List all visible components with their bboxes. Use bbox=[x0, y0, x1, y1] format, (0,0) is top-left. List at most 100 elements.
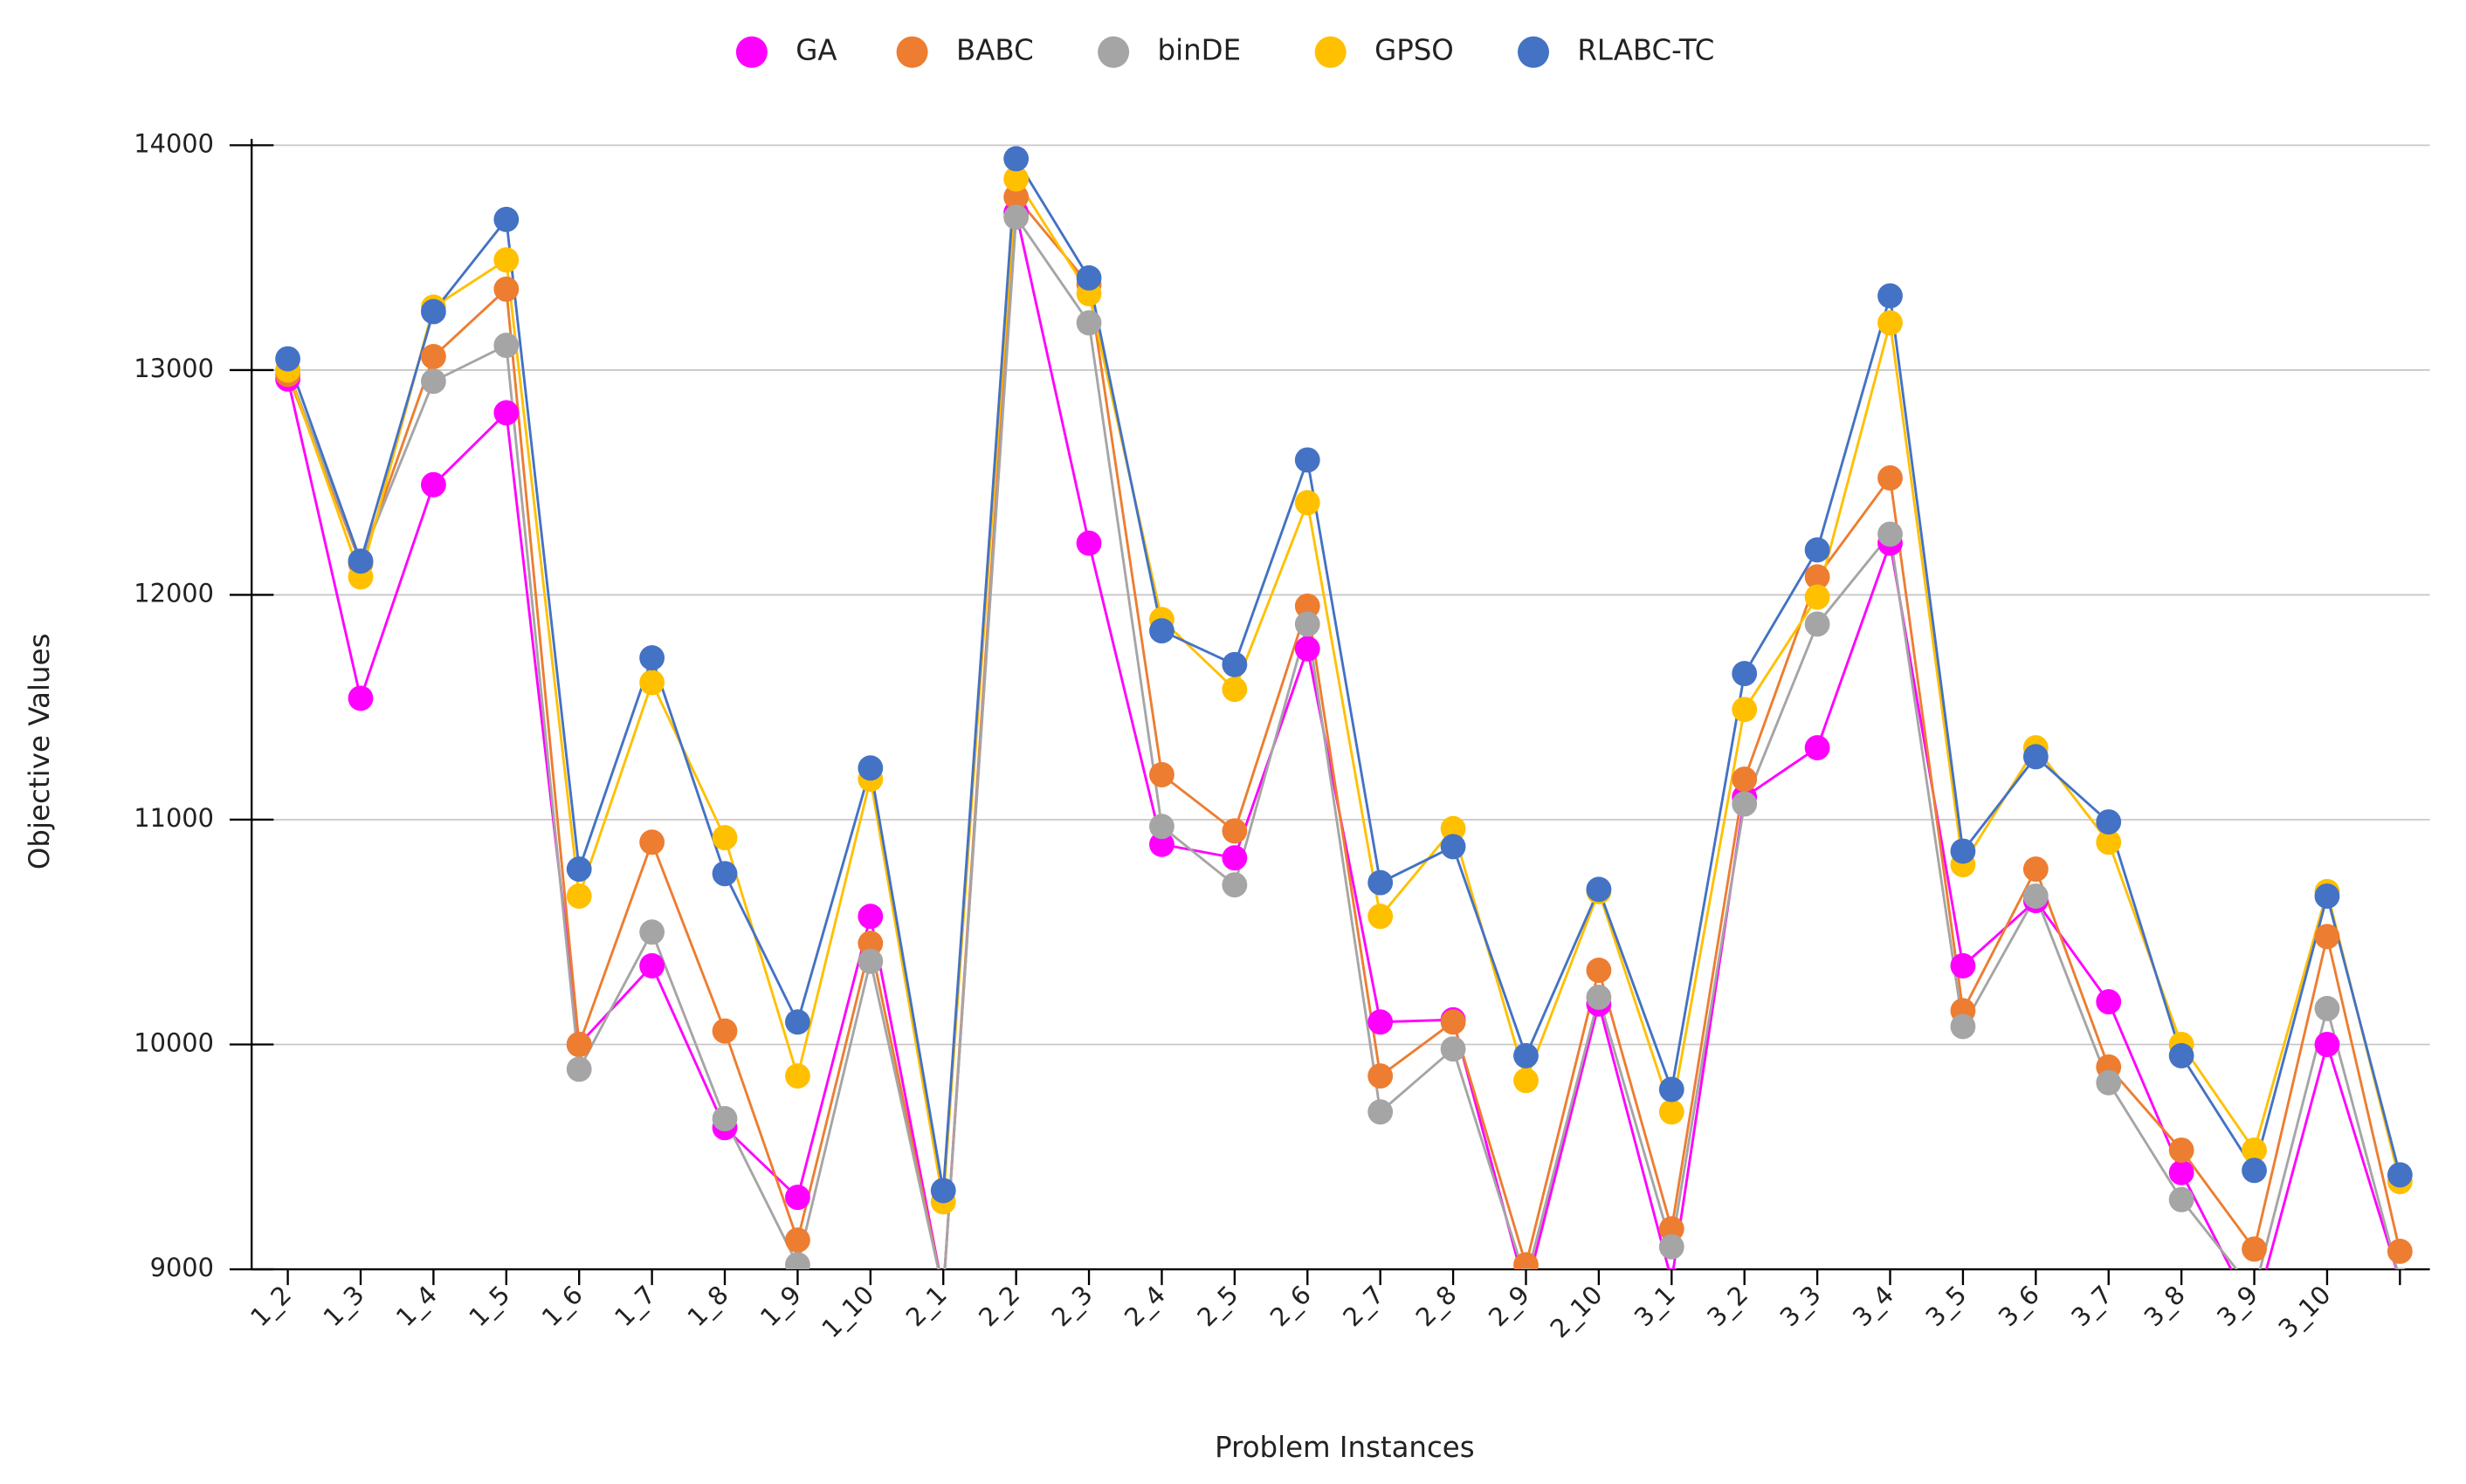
y-tick-label: 9000 bbox=[150, 1253, 214, 1282]
x-tick-label: 3_5 bbox=[1919, 1280, 1972, 1332]
data-point bbox=[1440, 1036, 1466, 1062]
data-point bbox=[1513, 1252, 1539, 1270]
data-point bbox=[2022, 744, 2049, 770]
data-point bbox=[639, 952, 665, 979]
legend-marker bbox=[735, 36, 768, 68]
data-point bbox=[2242, 1137, 2267, 1164]
x-tick-label: 2_6 bbox=[1264, 1280, 1317, 1332]
data-point bbox=[1513, 1068, 1539, 1094]
data-point bbox=[420, 299, 446, 325]
data-point bbox=[1294, 593, 1320, 619]
data-point bbox=[1804, 735, 1830, 761]
data-point bbox=[1658, 1076, 1684, 1103]
series-line bbox=[286, 193, 2401, 1270]
x-tick-label: 1_5 bbox=[463, 1280, 515, 1332]
data-point bbox=[2096, 1069, 2122, 1096]
data-point bbox=[1367, 1063, 1394, 1089]
data-point bbox=[1440, 815, 1466, 842]
data-point bbox=[1586, 984, 1612, 1010]
legend-label: binDE bbox=[1158, 34, 1242, 67]
x-tick-label: 2_7 bbox=[1337, 1280, 1389, 1332]
data-point bbox=[493, 247, 520, 273]
legend-marker bbox=[896, 36, 928, 68]
x-tick-label: 3_8 bbox=[2139, 1280, 2191, 1332]
data-point bbox=[1586, 958, 1612, 983]
data-point bbox=[1732, 661, 1758, 687]
data-point bbox=[1222, 818, 1248, 844]
data-point bbox=[1519, 1268, 1533, 1270]
data-point bbox=[348, 548, 374, 574]
data-point bbox=[1222, 845, 1248, 871]
x-tick-label: 1_2 bbox=[245, 1280, 297, 1332]
x-tick-label: 3_9 bbox=[2211, 1280, 2263, 1332]
x-tick-label: 2_2 bbox=[973, 1280, 1025, 1332]
data-point bbox=[2096, 829, 2122, 855]
plot-area bbox=[275, 146, 2413, 1270]
data-point bbox=[1149, 814, 1174, 840]
data-point bbox=[785, 1009, 810, 1035]
data-point bbox=[2022, 856, 2049, 883]
data-point bbox=[493, 400, 520, 426]
data-point bbox=[566, 1032, 592, 1057]
data-point bbox=[2168, 1042, 2194, 1068]
data-point bbox=[1076, 265, 1102, 291]
data-point bbox=[2168, 1159, 2194, 1185]
x-tick-label: 1_10 bbox=[816, 1280, 879, 1343]
x-tick-label: 2_3 bbox=[1046, 1280, 1099, 1332]
x-tick-label: 3_1 bbox=[1629, 1280, 1681, 1332]
data-point bbox=[420, 368, 446, 395]
data-point bbox=[1513, 1042, 1539, 1068]
data-point bbox=[1586, 876, 1612, 903]
data-point bbox=[1003, 204, 1030, 230]
data-point bbox=[1877, 310, 1903, 336]
data-point bbox=[712, 1106, 738, 1131]
x-tick-label: 2_10 bbox=[1544, 1280, 1608, 1343]
data-point bbox=[639, 670, 665, 696]
data-point bbox=[858, 903, 884, 930]
data-point bbox=[420, 343, 446, 369]
y-tick-label: 12000 bbox=[134, 578, 214, 608]
data-point bbox=[493, 206, 520, 232]
data-point bbox=[1222, 872, 1248, 898]
data-point bbox=[712, 825, 738, 851]
data-point bbox=[639, 645, 665, 671]
y-tick-label: 10000 bbox=[134, 1027, 214, 1057]
y-axis-label: Objective Values bbox=[23, 633, 56, 869]
data-point bbox=[493, 333, 520, 359]
data-point bbox=[2168, 1186, 2194, 1213]
y-tick-label: 14000 bbox=[134, 128, 214, 158]
data-point bbox=[1003, 146, 1030, 172]
data-point bbox=[2314, 995, 2340, 1021]
data-point bbox=[712, 861, 738, 887]
data-point bbox=[1804, 564, 1830, 590]
data-point bbox=[1294, 447, 1320, 473]
data-point bbox=[2096, 989, 2122, 1015]
data-point bbox=[1804, 584, 1830, 610]
x-tick-label: 1_8 bbox=[682, 1280, 734, 1332]
data-point bbox=[1367, 1099, 1394, 1125]
x-tick-label: 2_8 bbox=[1410, 1280, 1463, 1332]
legend-label: BABC bbox=[956, 34, 1034, 67]
x-tick-label: 2_9 bbox=[1483, 1280, 1535, 1332]
x-tick-label: 1_9 bbox=[754, 1280, 807, 1332]
legend-marker bbox=[1314, 36, 1347, 68]
data-point bbox=[1076, 530, 1102, 556]
data-point bbox=[930, 1178, 956, 1204]
data-point bbox=[2387, 1162, 2413, 1188]
data-point bbox=[2314, 1032, 2340, 1057]
data-point bbox=[566, 1056, 592, 1082]
data-point bbox=[1149, 618, 1174, 644]
data-point bbox=[1149, 831, 1174, 857]
data-point bbox=[1658, 1099, 1684, 1125]
data-point bbox=[2096, 809, 2122, 835]
data-point bbox=[1003, 166, 1030, 192]
data-point bbox=[1294, 611, 1320, 637]
x-tick-label: 3_3 bbox=[1774, 1280, 1827, 1332]
data-point bbox=[639, 919, 665, 945]
data-point bbox=[420, 471, 446, 498]
data-point bbox=[1877, 521, 1903, 547]
data-point bbox=[1367, 903, 1394, 930]
data-point bbox=[1149, 762, 1174, 787]
data-point bbox=[1804, 611, 1830, 637]
